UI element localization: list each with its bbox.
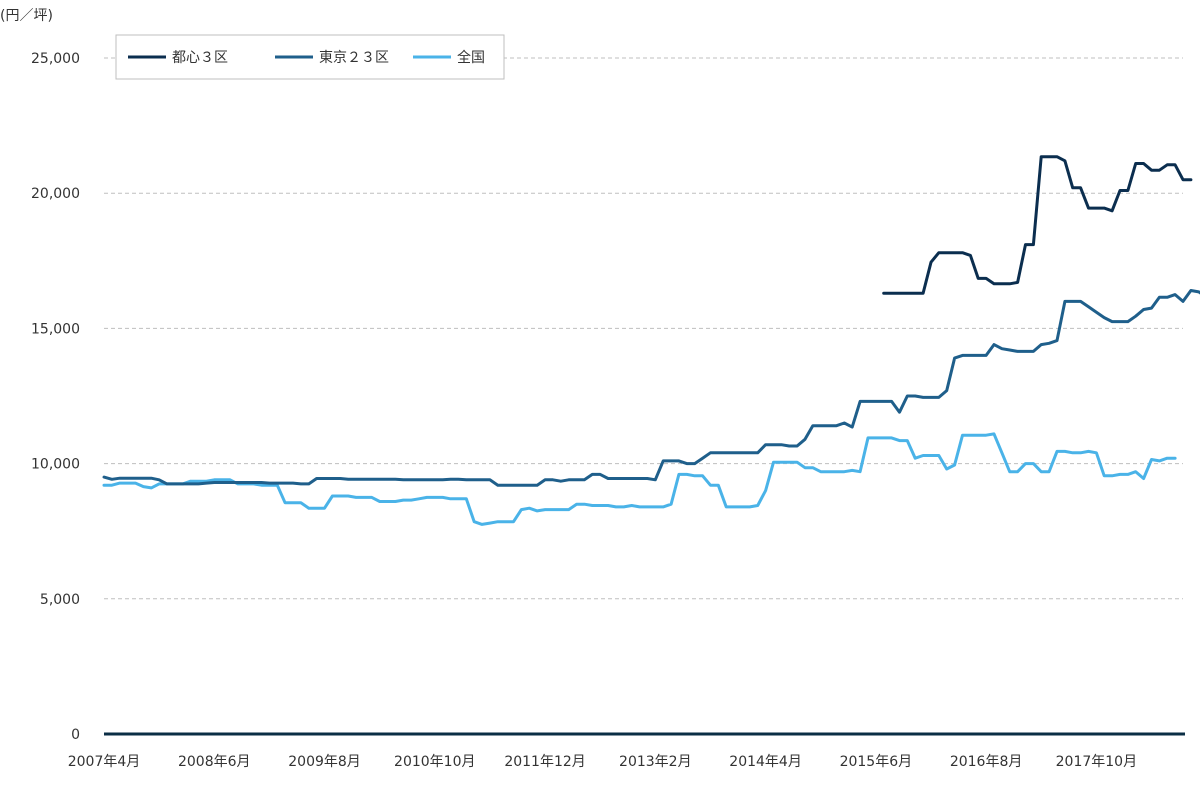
x-tick-label: 2010年10月 bbox=[394, 754, 475, 770]
x-tick-label: 2007年4月 bbox=[68, 754, 141, 770]
gridlines bbox=[104, 57, 1183, 600]
series-lines bbox=[102, 155, 1200, 526]
x-tick-label: 2015年6月 bbox=[840, 754, 913, 770]
legend-label: 東京２３区 bbox=[319, 50, 389, 66]
y-axis-unit-label: (円／坪) bbox=[0, 8, 53, 24]
series-line bbox=[102, 289, 1200, 487]
x-tick-label: 2011年12月 bbox=[504, 754, 585, 770]
legend: 都心３区 東京２３区 全国 bbox=[115, 34, 505, 80]
y-tick-label: 25,000 bbox=[31, 51, 80, 67]
legend-label: 都心３区 bbox=[172, 50, 228, 66]
x-tick-label: 2009年8月 bbox=[288, 754, 361, 770]
y-tick-label: 5,000 bbox=[40, 592, 80, 608]
y-tick-label: 0 bbox=[71, 727, 80, 743]
x-tick-label: 2014年4月 bbox=[729, 754, 802, 770]
y-axis-tick-labels: 0 5,000 10,000 15,000 20,000 25,000 bbox=[31, 51, 80, 743]
series-line bbox=[882, 155, 1193, 295]
x-tick-label: 2008年6月 bbox=[178, 754, 251, 770]
x-tick-label: 2016年8月 bbox=[950, 754, 1023, 770]
legend-label: 全国 bbox=[457, 49, 485, 66]
x-axis-tick-labels: 2007年4月 2008年6月 2009年8月 2010年10月 2011年12月 201… bbox=[68, 754, 1137, 770]
y-tick-label: 10,000 bbox=[31, 457, 80, 473]
x-tick-label: 2013年2月 bbox=[619, 754, 692, 770]
y-tick-label: 20,000 bbox=[31, 186, 80, 202]
x-tick-label: 2017年10月 bbox=[1056, 754, 1137, 770]
y-tick-label: 15,000 bbox=[31, 321, 80, 337]
series-line bbox=[102, 432, 1177, 526]
